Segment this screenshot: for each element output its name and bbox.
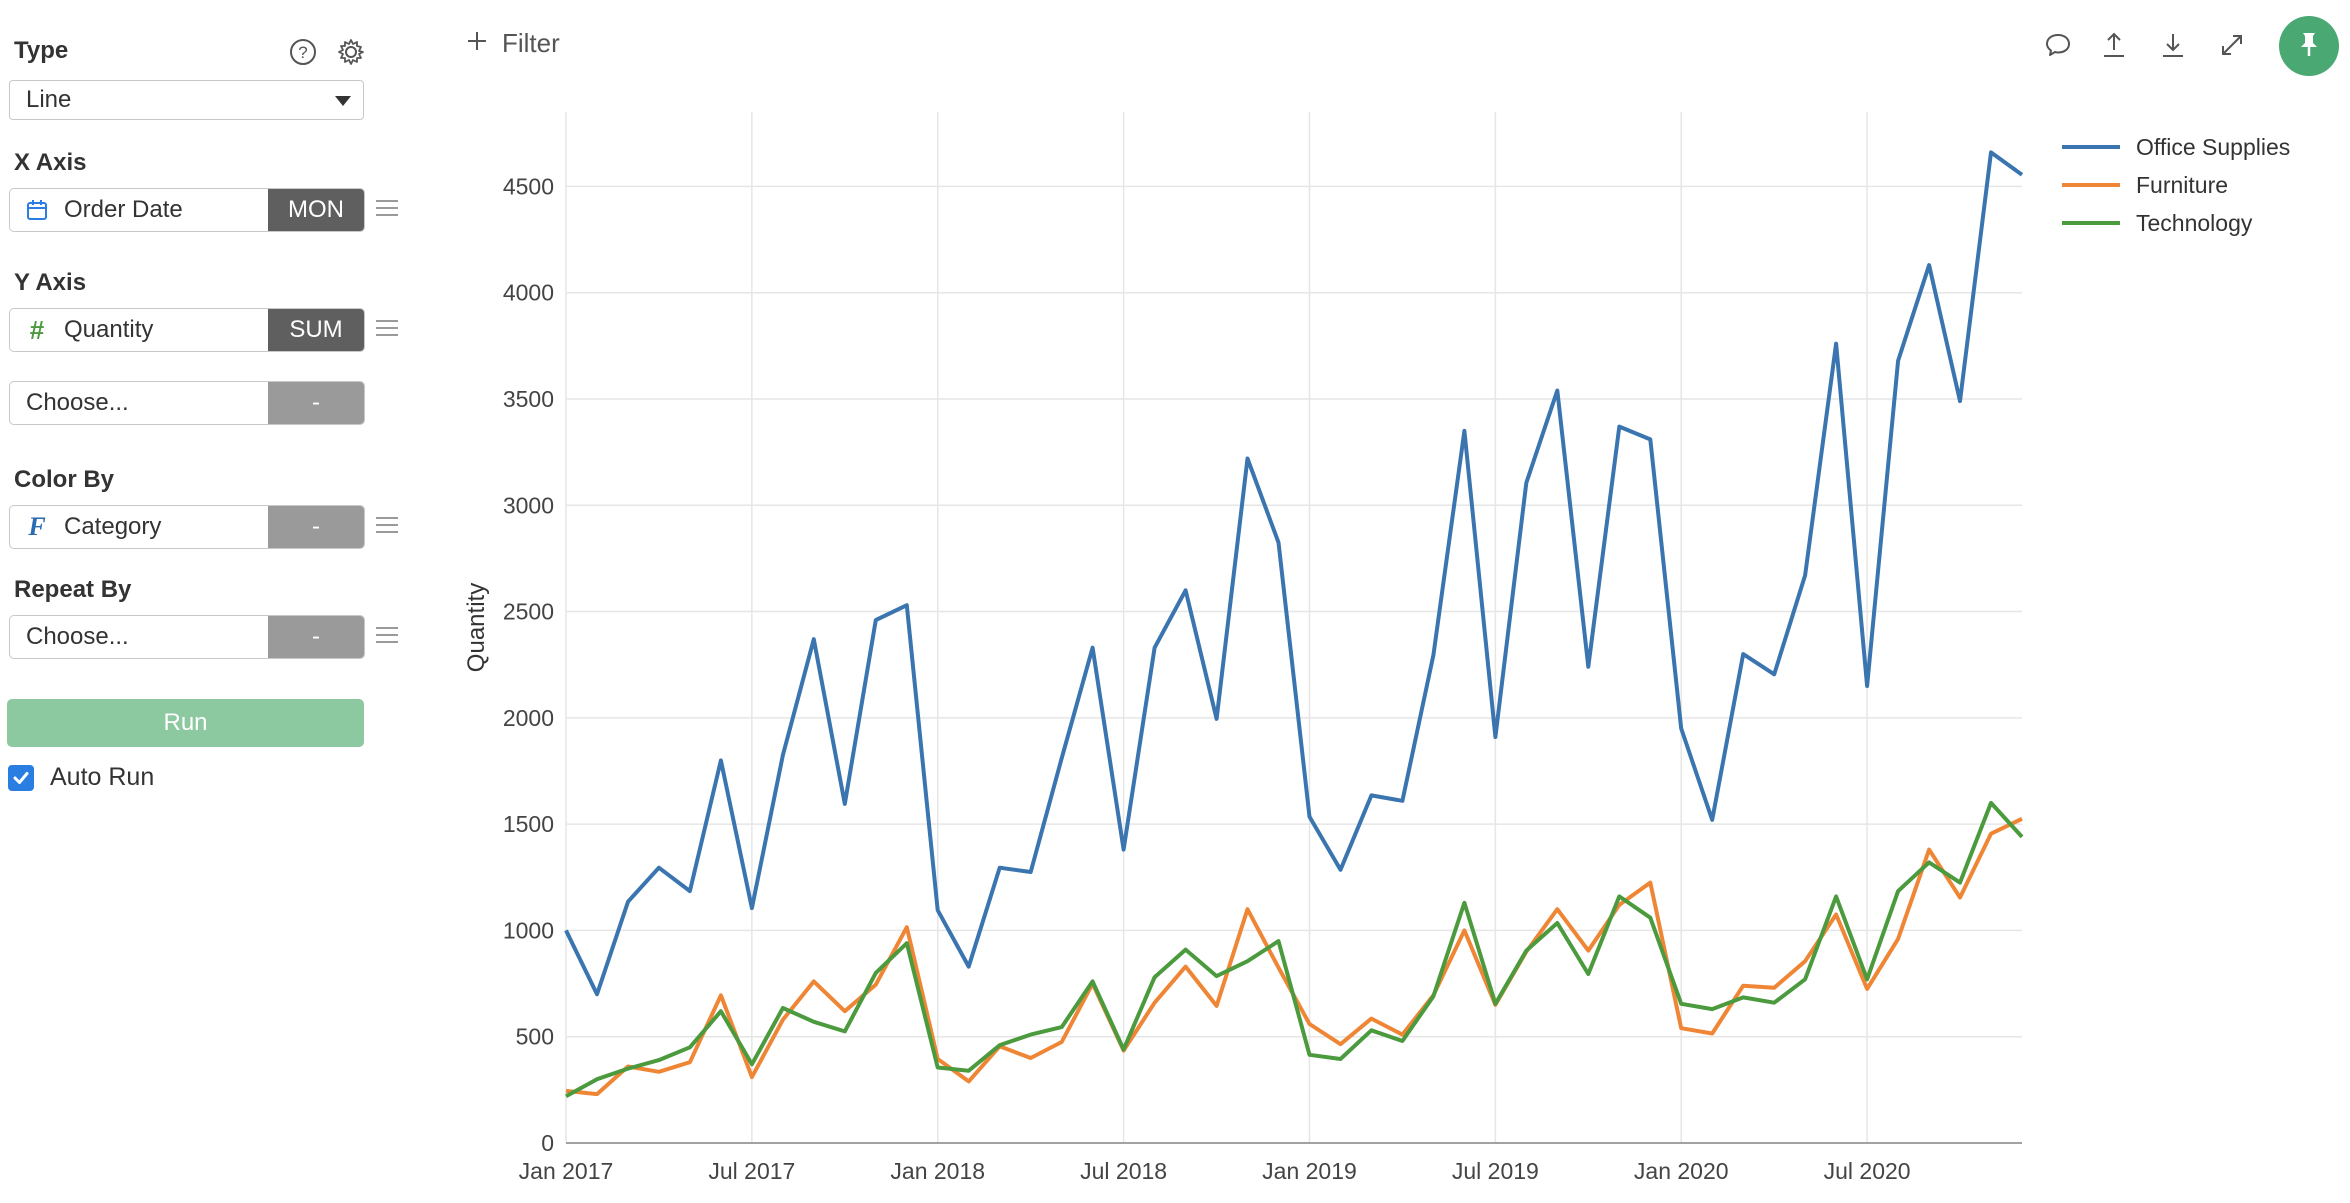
repeat-by-menu-icon[interactable]	[376, 627, 398, 647]
y-tick-label: 3000	[503, 492, 554, 518]
y-axis-field-name: Quantity	[64, 316, 154, 343]
x-tick-label: Jul 2017	[708, 1158, 795, 1184]
x-axis-field[interactable]: Order Date MON	[9, 188, 365, 232]
legend-swatch	[2062, 221, 2120, 225]
x-tick-label: Jul 2019	[1452, 1158, 1539, 1184]
y-tick-label: 3500	[503, 386, 554, 412]
color-by-field[interactable]: F Category -	[9, 505, 365, 549]
run-button[interactable]: Run	[7, 699, 364, 747]
y-tick-label: 0	[541, 1130, 554, 1156]
download-icon[interactable]	[2156, 28, 2190, 62]
x-axis-menu-icon[interactable]	[376, 200, 398, 220]
chart-type-select[interactable]: Line	[9, 80, 364, 120]
x-tick-label: Jan 2017	[519, 1158, 614, 1184]
legend-item-office-supplies[interactable]: Office Supplies	[2062, 128, 2290, 166]
y-tick-label: 4500	[503, 173, 554, 199]
upload-icon[interactable]	[2097, 28, 2131, 62]
x-tick-label: Jan 2019	[1262, 1158, 1357, 1184]
pin-button[interactable]	[2279, 16, 2339, 76]
x-axis-field-name: Order Date	[64, 196, 183, 223]
x-axis-aggregation[interactable]: MON	[268, 189, 364, 231]
y-axis-extra-aggregation[interactable]: -	[268, 382, 364, 424]
chevron-down-icon	[335, 96, 351, 106]
type-label: Type	[14, 37, 69, 64]
comment-icon[interactable]	[2041, 28, 2075, 62]
y-axis-extra-field[interactable]: Choose... -	[9, 381, 365, 425]
auto-run-checkbox[interactable]	[8, 764, 34, 791]
series-line-furniture	[565, 816, 2023, 1097]
series-line-technology	[565, 800, 2024, 1098]
x-axis-label: X Axis	[14, 149, 87, 176]
chart-type-value: Line	[26, 86, 72, 113]
expand-icon[interactable]	[2215, 28, 2249, 62]
chart-area: 0 500 1000 1500 2000 2500 3000 3500 4000 4500 Jan …	[440, 90, 2350, 1198]
factor-type-icon: F	[28, 512, 46, 541]
y-tick-label: 2500	[503, 599, 554, 625]
series-line-office-supplies	[564, 150, 2024, 997]
line-chart: 0 500 1000 1500 2000 2500 3000 3500 4000 4500 Jan …	[463, 112, 2024, 1184]
y-tick-label: 2000	[503, 705, 554, 731]
y-tick-label: 1500	[503, 811, 554, 837]
y-tick-label: 4000	[503, 280, 554, 306]
chart-legend: Office Supplies Furniture Technology	[2062, 128, 2290, 242]
y-tick-label: 500	[516, 1024, 554, 1050]
legend-label: Technology	[2136, 209, 2253, 236]
legend-swatch	[2062, 183, 2120, 187]
pin-icon	[2294, 29, 2324, 64]
number-hash-icon: #	[29, 314, 45, 345]
gear-icon[interactable]	[336, 37, 366, 67]
legend-swatch	[2062, 145, 2120, 149]
y-axis-extra-field-name: Choose...	[26, 389, 129, 416]
y-axis-field[interactable]: # Quantity SUM	[9, 308, 365, 352]
y-tick-label: 1000	[503, 917, 554, 943]
calendar-icon	[24, 199, 50, 221]
y-axis-label: Y Axis	[14, 269, 87, 296]
legend-label: Office Supplies	[2136, 133, 2291, 160]
repeat-by-field-name: Choose...	[26, 623, 129, 650]
x-tick-label: Jan 2020	[1634, 1158, 1729, 1184]
auto-run-toggle[interactable]: Auto Run	[8, 763, 154, 792]
legend-item-furniture[interactable]: Furniture	[2062, 166, 2290, 204]
color-by-label: Color By	[14, 466, 115, 493]
x-tick-label: Jan 2018	[890, 1158, 985, 1184]
color-by-aggregation[interactable]: -	[268, 506, 364, 548]
chart-config-sidebar: Type ? Line X Axis Order Date MON Y Axis…	[0, 0, 400, 1198]
svg-text:?: ?	[298, 43, 307, 62]
color-by-menu-icon[interactable]	[376, 517, 398, 537]
auto-run-label: Auto Run	[50, 763, 155, 791]
repeat-by-field[interactable]: Choose... -	[9, 615, 365, 659]
legend-label: Furniture	[2136, 171, 2229, 198]
plus-icon	[466, 28, 488, 59]
help-circle-icon[interactable]: ?	[288, 37, 318, 67]
y-axis-aggregation[interactable]: SUM	[268, 309, 364, 351]
x-tick-label: Jul 2020	[1824, 1158, 1911, 1184]
repeat-by-aggregation[interactable]: -	[268, 616, 364, 658]
x-tick-label: Jul 2018	[1080, 1158, 1167, 1184]
repeat-by-label: Repeat By	[14, 576, 132, 603]
y-axis-title: Quantity	[463, 583, 490, 672]
legend-item-technology[interactable]: Technology	[2062, 204, 2290, 242]
color-by-field-name: Category	[64, 513, 162, 540]
y-axis-menu-icon[interactable]	[376, 320, 398, 340]
add-filter-button[interactable]: Filter	[466, 28, 560, 59]
filter-label: Filter	[502, 28, 560, 58]
